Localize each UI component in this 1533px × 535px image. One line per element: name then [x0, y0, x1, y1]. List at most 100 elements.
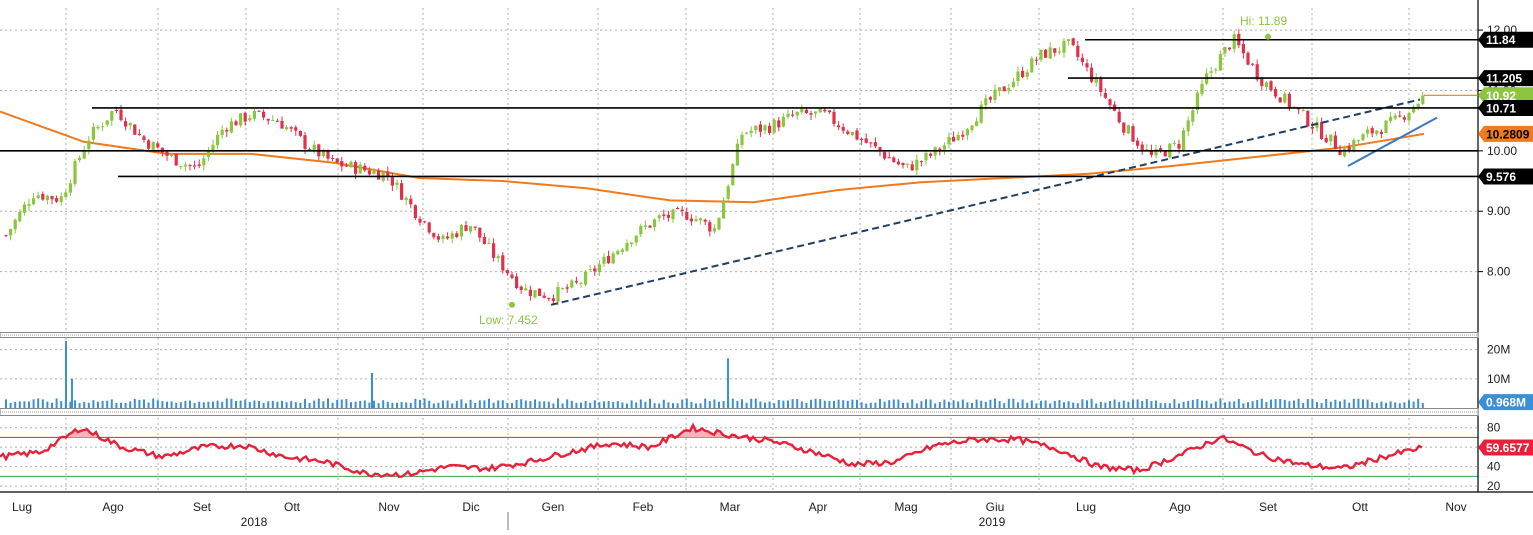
candle-body-284: [1310, 126, 1314, 129]
candle-body-286: [1320, 122, 1324, 139]
volume-tick-label-0: 20M: [1487, 343, 1510, 357]
candle-body-214: [988, 97, 992, 100]
x-tick-label-15: Ott: [1352, 500, 1369, 514]
volume-bar-69: [322, 401, 325, 408]
candle-body-30: [142, 136, 146, 140]
volume-bar-234: [1081, 399, 1084, 408]
volume-bar-279: [1288, 401, 1291, 408]
volume-bar-48: [225, 398, 228, 408]
volume-bar-63: [294, 402, 297, 408]
candle-body-164: [758, 124, 762, 132]
candle-body-307: [1416, 103, 1420, 108]
candle-body-181: [837, 125, 841, 128]
volume-bar-305: [1408, 400, 1410, 408]
volume-bar-191: [883, 401, 886, 408]
candle-body-283: [1306, 110, 1310, 127]
candle-body-56: [262, 111, 266, 118]
rsi-overbought-fill-2: [678, 425, 726, 438]
candle-body-192: [887, 157, 891, 159]
candle-body-149: [689, 218, 693, 222]
candle-body-168: [777, 120, 781, 128]
volume-bar-42: [198, 401, 201, 408]
candle-body-116: [538, 288, 542, 296]
volume-bar-275: [1270, 399, 1272, 408]
candle-body-213: [984, 98, 988, 105]
x-tick-label-0: Lug: [12, 500, 32, 514]
volume-bar-186: [860, 402, 863, 408]
candle-body-297: [1370, 128, 1374, 134]
volume-bar-2: [14, 401, 17, 408]
candle-body-63: [294, 127, 298, 131]
rsi-tick-label-2: 40: [1487, 460, 1501, 474]
volume-bar-306: [1412, 401, 1415, 408]
volume-bar-83: [386, 401, 389, 408]
volume-bar-78: [363, 400, 366, 408]
candlestick-layer: [4, 28, 1425, 306]
x-tick-label-6: Gen: [542, 500, 565, 514]
volume-bar-184: [851, 399, 854, 408]
candle-body-74: [344, 165, 348, 167]
volume-bar-213: [984, 401, 987, 408]
x-tick-label-11: Giu: [986, 500, 1005, 514]
candle-body-184: [850, 131, 854, 135]
volume-bar-171: [791, 399, 794, 408]
volume-bar-121: [561, 403, 564, 408]
candle-body-251: [1159, 148, 1163, 151]
candle-body-39: [183, 164, 187, 167]
candle-body-292: [1347, 146, 1351, 151]
candle-body-287: [1324, 138, 1328, 143]
volume-bar-165: [764, 402, 766, 408]
volume-bar-159: [736, 400, 739, 408]
volume-bar-128: [593, 400, 596, 408]
volume-bar-188: [869, 402, 872, 408]
volume-bar-61: [285, 402, 288, 408]
x-tick-label-14: Set: [1259, 500, 1278, 514]
volume-bar-68: [317, 398, 320, 408]
volume-bar-81: [377, 403, 380, 408]
candle-body-25: [119, 109, 123, 121]
volume-bar-88: [409, 402, 412, 408]
candle-body-254: [1172, 143, 1176, 145]
candle-body-179: [827, 110, 831, 113]
candle-body-237: [1094, 78, 1098, 83]
candle-body-61: [285, 127, 289, 130]
volume-bar-120: [557, 398, 559, 408]
volume-bar-73: [340, 399, 343, 408]
candle-body-285: [1315, 122, 1319, 128]
candle-body-194: [896, 161, 900, 165]
candle-body-136: [630, 242, 634, 245]
x-tick-label-16: Nov: [1445, 500, 1466, 514]
volume-bar-137: [635, 402, 638, 408]
volume-bar-294: [1357, 398, 1360, 408]
volume-badge: 0.968M: [1478, 394, 1533, 411]
candle-body-127: [588, 269, 592, 271]
candle-body-199: [919, 161, 923, 163]
volume-bar-197: [911, 399, 914, 408]
candle-body-37: [174, 153, 178, 166]
volume-bar-135: [626, 403, 628, 408]
candle-body-259: [1195, 92, 1199, 111]
volume-bar-96: [446, 400, 449, 408]
candle-body-257: [1186, 120, 1190, 132]
candle-body-85: [395, 182, 399, 185]
candle-body-151: [699, 218, 703, 221]
volume-bar-74: [345, 399, 348, 408]
candle-body-156: [722, 200, 726, 219]
volume-bar-32: [152, 398, 155, 408]
candle-body-299: [1379, 131, 1383, 134]
candle-body-245: [1131, 126, 1135, 142]
candle-body-196: [906, 163, 910, 165]
candle-body-66: [308, 149, 312, 151]
volume-bar-181: [837, 399, 840, 408]
rsi-tick-label-3: 20: [1487, 479, 1501, 493]
volume-bar-280: [1293, 400, 1295, 408]
x-tick-label-4: Nov: [378, 500, 399, 514]
candle-body-197: [910, 164, 914, 171]
volume-bar-49: [230, 398, 233, 408]
volume-bar-178: [823, 400, 826, 408]
candle-body-273: [1260, 78, 1264, 86]
candle-body-113: [524, 288, 528, 291]
volume-bar-92: [428, 400, 431, 408]
volume-bar-190: [879, 399, 881, 408]
candle-body-303: [1398, 115, 1402, 117]
